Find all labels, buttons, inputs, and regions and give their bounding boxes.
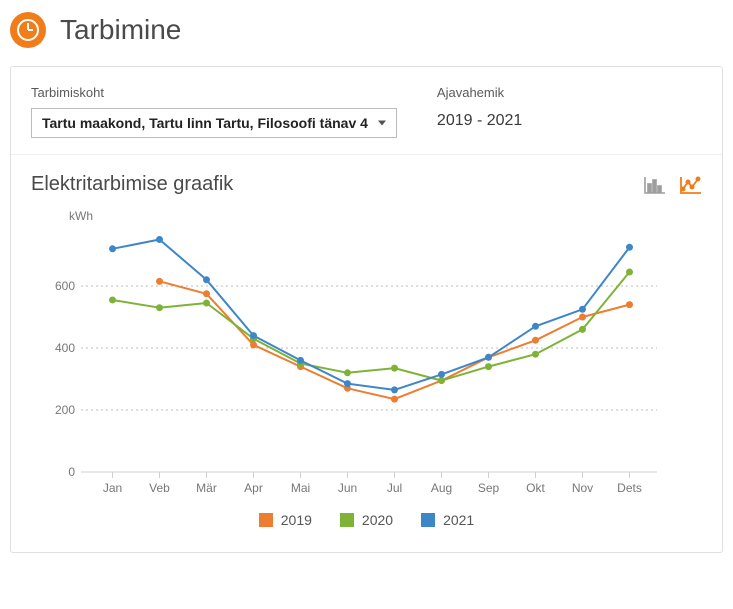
legend-item[interactable]: 2021 [421,512,474,528]
series-line [113,272,630,381]
range-label: Ajavahemik [437,85,522,100]
x-tick-label: Aug [431,481,452,495]
legend-item[interactable]: 2019 [259,512,312,528]
x-tick-label: Sep [478,481,500,495]
consumption-line-chart: kWh 0 200 400 600 Jan Veb Mär Apr Mai Jun Jul Aug Sep… [31,206,671,506]
series-marker [532,337,539,344]
series-marker [156,304,163,311]
y-tick-label: 0 [68,465,75,479]
y-tick-label: 200 [55,403,75,417]
series-line [113,240,630,390]
x-tick-label: Jan [103,481,122,495]
series-marker [438,371,445,378]
x-tick-label: Okt [526,481,545,495]
gauge-icon [10,12,46,48]
location-select[interactable]: Tartu maakond, Tartu linn Tartu, Filosoo… [31,108,397,138]
range-value: 2019 - 2021 [437,108,522,130]
series-marker [532,351,539,358]
location-select-value: Tartu maakond, Tartu linn Tartu, Filosoo… [42,115,368,131]
series-marker [485,354,492,361]
series-marker [297,357,304,364]
series-marker [156,278,163,285]
series-marker [391,396,398,403]
x-tick-label: Apr [244,481,263,495]
series-marker [203,276,210,283]
legend-swatch [259,513,273,527]
x-tick-label: Dets [617,481,642,495]
series-marker [109,296,116,303]
y-axis-unit: kWh [69,209,93,223]
chart-title: Elektritarbimise graafik [31,173,233,196]
legend-label: 2020 [362,512,393,528]
x-tick-label: Jul [387,481,402,495]
x-tick-label: Mai [291,481,310,495]
series-marker [203,300,210,307]
series-marker [579,326,586,333]
x-tick-label: Nov [572,481,593,495]
line-chart-icon[interactable] [680,176,702,194]
legend-label: 2019 [281,512,312,528]
legend-swatch [340,513,354,527]
series-marker [203,290,210,297]
filters-row: Tarbimiskoht Tartu maakond, Tartu linn T… [11,67,722,155]
series-marker [626,244,633,251]
location-label: Tarbimiskoht [31,85,397,100]
series-marker [579,314,586,321]
series-marker [156,236,163,243]
series-marker [250,332,257,339]
series-marker [344,369,351,376]
series-marker [485,363,492,370]
series-marker [109,245,116,252]
chart-legend: 2019 2020 2021 [31,506,702,542]
series-marker [250,341,257,348]
series-marker [532,323,539,330]
location-filter: Tarbimiskoht Tartu maakond, Tartu linn T… [31,85,397,138]
page-title: Tarbimine [60,14,181,46]
y-tick-label: 600 [55,279,75,293]
series-line [160,281,630,399]
range-filter: Ajavahemik 2019 - 2021 [437,85,522,138]
series-marker [438,377,445,384]
y-tick-label: 400 [55,341,75,355]
x-tick-label: Mär [196,481,217,495]
x-tick-label: Veb [149,481,170,495]
series-marker [391,365,398,372]
consumption-card: Tarbimiskoht Tartu maakond, Tartu linn T… [10,66,723,553]
bar-chart-icon[interactable] [644,176,666,194]
legend-swatch [421,513,435,527]
legend-item[interactable]: 2020 [340,512,393,528]
series-marker [626,269,633,276]
series-marker [344,380,351,387]
series-marker [391,386,398,393]
series-marker [626,301,633,308]
x-tick-label: Jun [338,481,357,495]
legend-label: 2021 [443,512,474,528]
series-marker [579,306,586,313]
